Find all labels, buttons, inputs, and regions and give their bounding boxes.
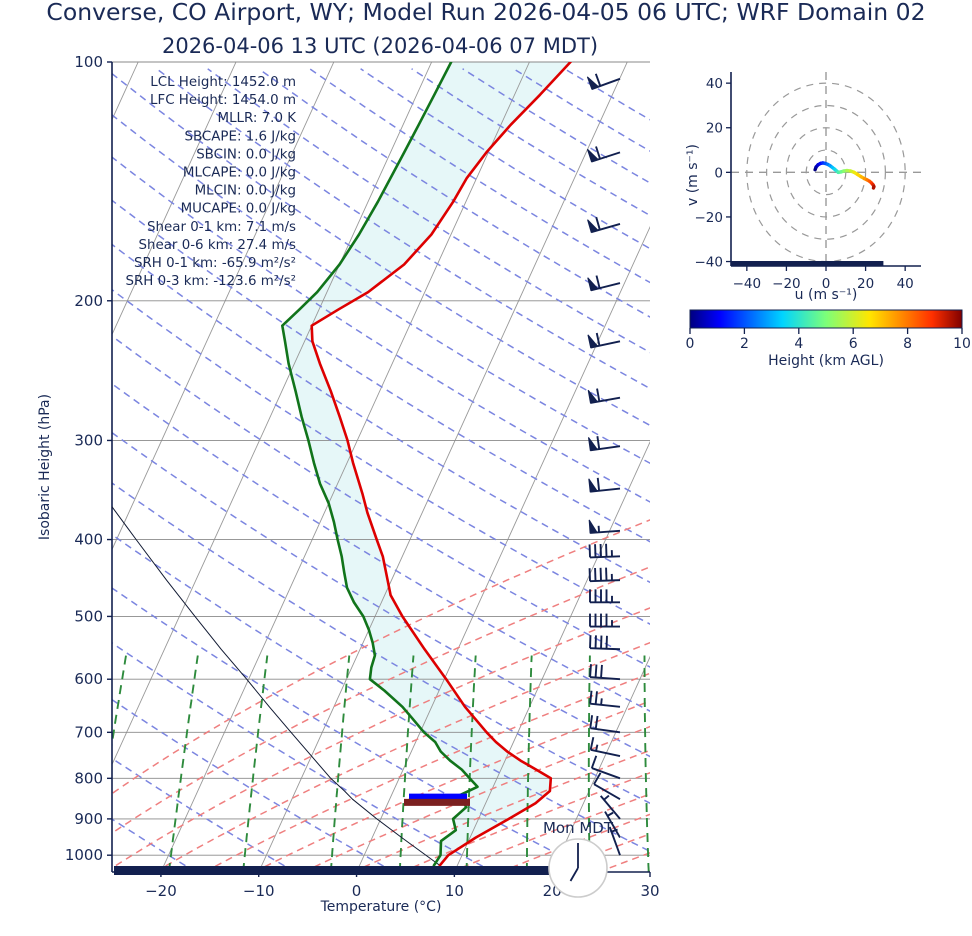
wind-barb xyxy=(588,519,621,534)
wind-barb xyxy=(589,589,620,604)
wind-barb xyxy=(588,543,621,559)
statistic-line: Shear 0-6 km: 27.4 m/s xyxy=(139,238,297,253)
hodograph-y-axis-label: v (m s⁻¹) xyxy=(685,144,701,206)
pressure-tick: 200 xyxy=(74,292,103,310)
statistic-line: SBCAPE: 1.6 J/kg xyxy=(184,129,296,144)
wind-barb xyxy=(590,755,621,780)
hodograph-u-tick: 0 xyxy=(822,276,831,292)
hodograph-axes xyxy=(726,72,921,271)
statistic-line: Shear 0-1 km: 7.1 m/s xyxy=(147,220,296,235)
clock-icon xyxy=(548,838,608,898)
hodograph-v-tick: 40 xyxy=(706,76,723,92)
wind-barb xyxy=(604,811,621,838)
statistic-line: LFC Height: 1454.0 m xyxy=(150,93,296,108)
wind-barb xyxy=(588,567,621,583)
colorbar-tick: 6 xyxy=(849,336,858,352)
pressure-tick: 500 xyxy=(74,607,103,625)
colorbar-label: Height (km AGL) xyxy=(768,353,884,369)
colorbar-ticks: 0 2 4 6 8 10 xyxy=(686,328,971,352)
wind-barb xyxy=(588,477,621,493)
colorbar-tick: 0 xyxy=(686,336,695,352)
temperature-tick: 0 xyxy=(352,882,362,900)
skewt-gridlines xyxy=(112,61,650,872)
hodograph-x-axis-label: u (m s⁻¹) xyxy=(795,287,858,303)
wind-barb xyxy=(587,332,621,349)
wind-barb xyxy=(599,794,621,820)
colorbar-tick: 10 xyxy=(953,336,971,352)
colorbar-tick: 4 xyxy=(794,336,803,352)
hodograph-tick-labels: −40 −20 0 20 40 −40 −20 0 20 40 xyxy=(695,76,914,292)
timezone-label: Mon MDT xyxy=(543,819,614,837)
statistic-line: MLCIN: 0.0 J/kg xyxy=(195,184,296,199)
statistic-line: MUCAPE: 0.0 J/kg xyxy=(181,202,296,217)
pressure-tick: 700 xyxy=(74,723,103,741)
pressure-tick: 300 xyxy=(74,431,103,449)
statistic-line: SBCIN: 0.0 J/kg xyxy=(196,147,296,162)
statistic-line: SRH 0-1 km: -65.9 m²/s² xyxy=(134,256,296,271)
wind-barb xyxy=(587,275,621,292)
height-colorbar xyxy=(689,309,963,329)
temperature-tick: 30 xyxy=(640,882,659,900)
pressure-tick: 900 xyxy=(74,810,103,828)
wind-barb xyxy=(587,216,621,234)
hodograph-v-tick: 20 xyxy=(706,121,723,137)
wind-barb xyxy=(589,736,621,758)
statistic-line: MLCAPE: 0.0 J/kg xyxy=(183,166,296,181)
colorbar-tick: 8 xyxy=(903,336,912,352)
pressure-tick: 600 xyxy=(74,670,103,688)
wind-barb-column xyxy=(586,73,621,856)
hodograph-v-tick: 0 xyxy=(714,165,723,181)
wind-barb xyxy=(589,690,621,708)
pressure-tick: 400 xyxy=(74,531,103,549)
page-title: Converse, CO Airport, WY; Model Run 2026… xyxy=(46,0,925,26)
wind-barb xyxy=(593,772,621,801)
skewt-tick-labels: 100 200 300 400 500 600 700 800 900 1000 −20 −10 0 10… xyxy=(65,53,660,900)
wind-barb xyxy=(586,73,621,90)
statistic-line: SRH 0-3 km: -123.6 m²/s² xyxy=(125,274,296,289)
hodograph-surface-bar xyxy=(731,261,884,266)
surface-bar xyxy=(114,866,584,875)
sounding-statistics: LCL Height: 1452.0 m LFC Height: 1454.0 m… xyxy=(125,75,297,289)
statistic-line: MLLR: 7.0 K xyxy=(218,111,298,126)
temperature-tick: −10 xyxy=(243,882,275,900)
hodograph-v-tick: −40 xyxy=(695,255,724,271)
wind-barb xyxy=(589,715,621,734)
wind-barb xyxy=(589,635,621,651)
wind-barb xyxy=(589,613,620,628)
pressure-tick: 800 xyxy=(74,769,103,787)
colorbar-tick: 2 xyxy=(740,336,749,352)
wind-barb xyxy=(587,388,621,404)
skewt-y-axis-label: Isobaric Height (hPa) xyxy=(37,394,53,540)
pressure-tick: 1000 xyxy=(65,846,103,864)
hodograph-u-tick: 40 xyxy=(897,276,914,292)
clock-hour-hand xyxy=(569,867,579,882)
page-subtitle: 2026-04-06 13 UTC (2026-04-06 07 MDT) xyxy=(162,34,598,58)
hodograph-u-tick: −40 xyxy=(733,276,762,292)
skewt-x-axis-label: Temperature (°C) xyxy=(320,899,442,915)
hodograph-u-tick: 20 xyxy=(857,276,874,292)
pressure-tick: 100 xyxy=(74,53,103,71)
hodograph-v-tick: −20 xyxy=(695,210,724,226)
temperature-tick: 10 xyxy=(445,882,464,900)
cape-shading xyxy=(282,62,571,866)
statistic-line: LCL Height: 1452.0 m xyxy=(150,75,296,90)
hodograph-u-tick: −20 xyxy=(772,276,801,292)
wind-barb xyxy=(608,826,621,856)
wind-barb xyxy=(586,146,621,163)
wind-barb xyxy=(587,436,621,452)
temperature-tick: −20 xyxy=(145,882,177,900)
hodograph-trace xyxy=(813,161,876,190)
wind-barb xyxy=(589,664,621,681)
lcl-lfc-markers xyxy=(404,793,470,806)
sounding-profiles xyxy=(112,62,572,867)
